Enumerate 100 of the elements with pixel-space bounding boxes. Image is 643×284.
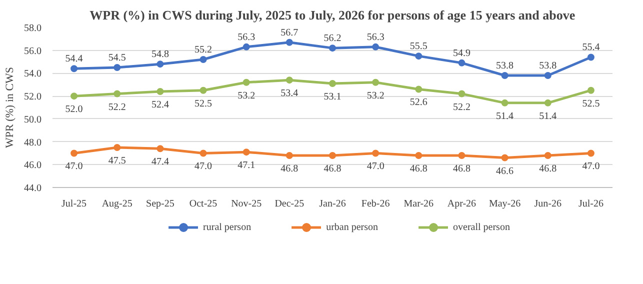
data-label: 52.5 xyxy=(582,98,600,110)
data-label: 46.6 xyxy=(496,166,514,177)
point xyxy=(156,60,164,68)
point xyxy=(156,88,164,95)
y-tick-label: 50.0 xyxy=(24,114,42,126)
y-tick-label: 48.0 xyxy=(24,137,42,148)
data-label: 52.0 xyxy=(65,104,83,116)
point xyxy=(501,99,508,106)
data-label: 56.2 xyxy=(324,33,342,44)
data-label: 47.0 xyxy=(366,161,384,172)
point xyxy=(286,76,293,84)
point xyxy=(501,154,508,162)
point xyxy=(329,44,336,52)
x-tick-label: Mar-26 xyxy=(404,198,434,210)
data-label: 53.2 xyxy=(366,90,384,102)
data-label: 54.9 xyxy=(452,48,470,59)
x-tick-label: Jun-26 xyxy=(534,198,562,210)
point xyxy=(286,38,293,46)
point xyxy=(372,78,380,86)
data-label: 56.7 xyxy=(280,27,298,38)
data-label: 51.4 xyxy=(496,110,514,122)
x-tick-label: Apr-26 xyxy=(447,198,476,210)
data-label: 46.8 xyxy=(280,164,298,174)
x-tick-label: Sep-25 xyxy=(146,198,174,210)
point xyxy=(458,152,466,159)
x-tick-label: May-26 xyxy=(488,198,521,210)
point xyxy=(329,152,336,159)
point xyxy=(372,43,380,50)
data-label: 53.4 xyxy=(280,88,298,100)
data-label: 52.2 xyxy=(452,102,470,113)
point xyxy=(200,86,207,94)
x-tick-label: Dec-25 xyxy=(274,198,304,210)
point xyxy=(156,145,164,152)
point xyxy=(242,148,250,156)
legend-label: urban person xyxy=(326,222,378,232)
chart-title: WPR (%) in CWS during July, 2025 to July, 2026 for persons of age 15 years and above xyxy=(90,8,576,22)
point xyxy=(587,54,594,61)
point xyxy=(587,86,594,94)
point xyxy=(587,150,594,157)
data-label: 53.1 xyxy=(324,92,342,102)
y-tick-label: 56.0 xyxy=(24,46,42,57)
point xyxy=(415,52,422,60)
data-label: 47.1 xyxy=(238,160,256,172)
data-label: 56.3 xyxy=(366,32,384,43)
point xyxy=(415,86,422,93)
point xyxy=(70,92,78,100)
data-label: 54.8 xyxy=(151,49,169,60)
y-tick-label: 46.0 xyxy=(24,160,42,172)
data-label: 47.0 xyxy=(65,161,83,172)
data-label: 53.8 xyxy=(496,60,514,72)
point xyxy=(200,56,207,63)
point xyxy=(544,72,552,79)
legend-label: rural person xyxy=(203,222,252,232)
data-label: 52.5 xyxy=(194,98,212,110)
point xyxy=(501,72,508,79)
point xyxy=(114,64,121,71)
point xyxy=(458,90,466,98)
y-tick-label: 44.0 xyxy=(24,183,42,194)
data-label: 55.2 xyxy=(194,44,212,56)
point xyxy=(544,99,552,106)
point xyxy=(200,150,207,157)
data-label: 55.4 xyxy=(582,42,600,54)
data-label: 46.8 xyxy=(324,164,342,174)
data-label: 55.5 xyxy=(410,41,428,52)
y-tick-label: 52.0 xyxy=(24,92,42,103)
data-label: 54.4 xyxy=(65,54,83,65)
point xyxy=(242,43,250,50)
point xyxy=(544,152,552,159)
data-label: 53.8 xyxy=(539,60,557,72)
y-axis-title: WPR (%) in CWS xyxy=(4,67,16,148)
x-tick-label: Nov-25 xyxy=(231,198,262,210)
data-label: 52.4 xyxy=(151,100,169,110)
data-label: 56.3 xyxy=(238,32,256,43)
y-tick-label: 58.0 xyxy=(24,23,42,34)
x-tick-label: Jul-25 xyxy=(62,198,87,210)
data-label: 47.0 xyxy=(194,161,212,172)
data-label: 47.0 xyxy=(582,161,600,172)
x-tick-label: Aug-25 xyxy=(102,198,132,210)
legend-label: overall person xyxy=(453,222,510,232)
point xyxy=(114,144,121,151)
data-label: 46.8 xyxy=(539,164,557,174)
point xyxy=(458,59,466,66)
data-label: 54.5 xyxy=(108,52,126,64)
point xyxy=(242,78,250,86)
x-tick-label: Oct-25 xyxy=(189,198,218,210)
data-label: 46.8 xyxy=(452,164,470,174)
x-tick-label: Jul-26 xyxy=(578,198,604,210)
point xyxy=(372,150,380,157)
data-label: 46.8 xyxy=(410,164,428,174)
data-label: 47.4 xyxy=(151,156,169,168)
point xyxy=(329,80,336,87)
x-tick-label: Jan-26 xyxy=(319,198,346,210)
data-label: 52.2 xyxy=(108,102,126,113)
point xyxy=(286,152,293,159)
data-label: 51.4 xyxy=(539,110,557,122)
x-tick-label: Feb-26 xyxy=(361,198,390,210)
point xyxy=(70,65,78,72)
point xyxy=(114,90,121,98)
data-label: 52.6 xyxy=(410,97,428,108)
data-label: 47.5 xyxy=(108,156,126,166)
